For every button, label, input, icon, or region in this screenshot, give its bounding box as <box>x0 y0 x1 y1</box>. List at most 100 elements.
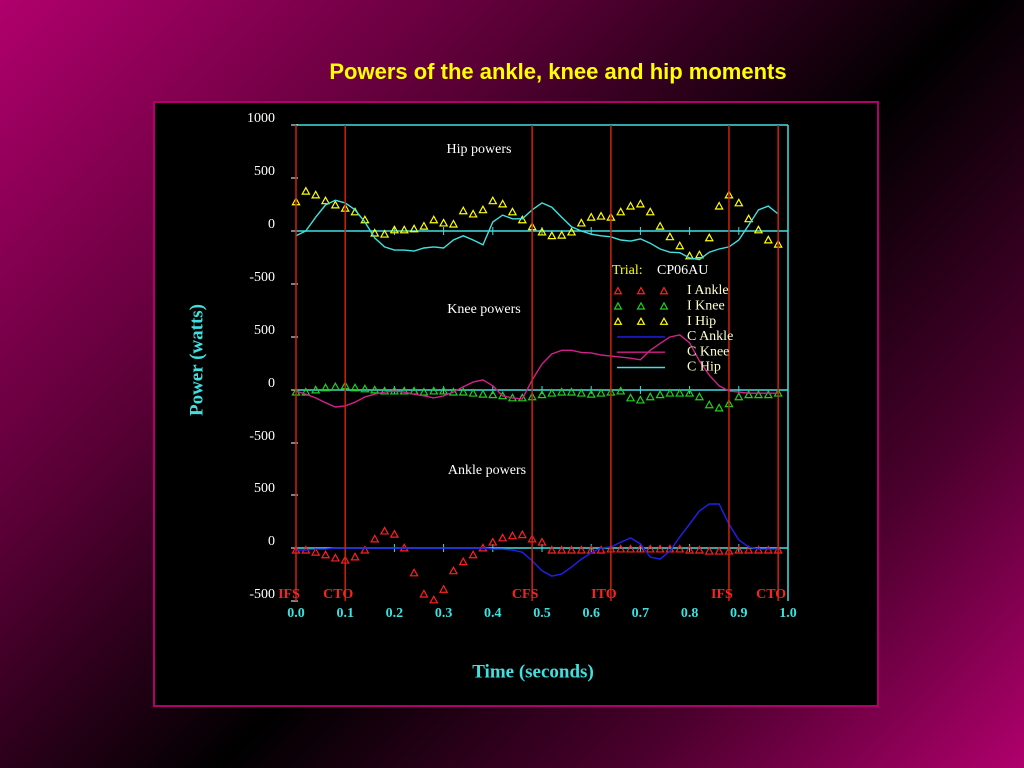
data-marker <box>360 384 370 393</box>
x-tick-label: 0.7 <box>632 606 650 621</box>
data-marker <box>625 544 636 553</box>
data-marker <box>399 386 409 395</box>
x-tick-label: 0.5 <box>533 606 551 621</box>
data-marker <box>311 190 321 199</box>
trial-label: Trial: <box>612 263 643 278</box>
data-marker <box>488 537 498 546</box>
data-marker <box>438 386 449 395</box>
data-marker <box>694 392 705 401</box>
data-line <box>295 199 779 261</box>
legend-label: C Ankle <box>687 329 733 344</box>
data-marker <box>704 546 714 555</box>
data-marker <box>655 389 665 399</box>
data-marker <box>714 403 724 412</box>
data-marker <box>350 383 360 392</box>
data-marker <box>311 385 321 394</box>
data-marker <box>547 230 557 240</box>
data-marker <box>744 545 754 554</box>
x-tick-label: 1.0 <box>779 606 797 621</box>
data-marker <box>625 201 636 210</box>
data-marker <box>517 215 527 224</box>
y-tick-label: 500 <box>254 481 275 496</box>
plot-panel <box>153 101 879 707</box>
data-marker <box>704 233 714 242</box>
data-marker <box>370 228 380 237</box>
panel-title: Ankle powers <box>448 463 526 478</box>
x-tick-label: 0.6 <box>582 606 600 621</box>
panel-title: Knee powers <box>447 302 520 317</box>
data-marker <box>744 389 754 399</box>
x-tick-label: 0.3 <box>435 606 453 621</box>
data-marker <box>744 213 754 223</box>
data-marker <box>566 545 577 554</box>
data-marker <box>576 218 586 227</box>
data-marker <box>714 546 724 555</box>
y-tick-label: -500 <box>249 429 275 444</box>
data-marker <box>507 530 518 540</box>
y-axis-label: Power (watts) <box>186 304 207 416</box>
data-marker <box>635 199 646 208</box>
data-marker <box>675 241 685 250</box>
data-marker <box>557 230 567 239</box>
data-marker <box>429 386 439 395</box>
x-tick-label: 0.0 <box>287 606 305 621</box>
data-marker <box>753 225 764 234</box>
data-marker <box>596 388 606 397</box>
data-marker <box>301 186 311 195</box>
data-marker <box>665 388 675 397</box>
data-marker <box>320 383 331 392</box>
data-marker <box>320 550 331 559</box>
legend-label: I Knee <box>687 299 725 314</box>
data-marker <box>320 195 331 205</box>
data-marker <box>360 545 370 554</box>
data-marker <box>675 388 685 397</box>
data-marker <box>468 209 478 218</box>
data-marker <box>547 388 557 397</box>
data-marker <box>763 235 773 244</box>
data-marker <box>301 387 311 396</box>
data-marker <box>409 568 419 577</box>
data-marker <box>350 552 360 561</box>
data-marker <box>488 389 498 399</box>
data-marker <box>596 545 606 554</box>
data-marker <box>596 211 606 220</box>
data-marker <box>655 544 665 553</box>
data-marker <box>576 545 586 554</box>
data-marker <box>458 556 468 566</box>
data-marker <box>734 545 744 554</box>
data-marker <box>537 227 547 236</box>
data-marker <box>576 388 586 397</box>
data-marker <box>566 387 577 396</box>
legend-symbol <box>613 316 623 325</box>
data-marker <box>537 537 547 546</box>
data-marker <box>684 251 695 260</box>
x-tick-label: 0.8 <box>681 606 699 621</box>
data-marker <box>763 389 773 399</box>
event-label: CTO <box>323 587 353 602</box>
y-tick-label: -500 <box>249 587 275 602</box>
data-marker <box>537 389 547 399</box>
panel-title: Hip powers <box>447 142 512 157</box>
data-marker <box>704 400 714 409</box>
data-marker <box>330 200 340 209</box>
event-label: IFS <box>278 587 300 602</box>
data-marker <box>586 389 596 398</box>
data-marker <box>488 195 498 205</box>
data-marker <box>557 387 567 396</box>
data-marker <box>675 544 685 553</box>
legend-symbol <box>636 316 646 325</box>
data-marker <box>429 215 439 224</box>
data-marker <box>616 544 626 553</box>
data-marker <box>379 386 390 395</box>
data-marker <box>429 595 439 604</box>
legend-symbol <box>659 301 669 310</box>
data-marker <box>655 221 665 230</box>
data-marker <box>330 553 340 562</box>
data-marker <box>645 544 655 553</box>
data-marker <box>468 388 478 397</box>
data-marker <box>448 219 459 228</box>
data-marker <box>694 250 705 259</box>
data-marker <box>734 392 744 401</box>
